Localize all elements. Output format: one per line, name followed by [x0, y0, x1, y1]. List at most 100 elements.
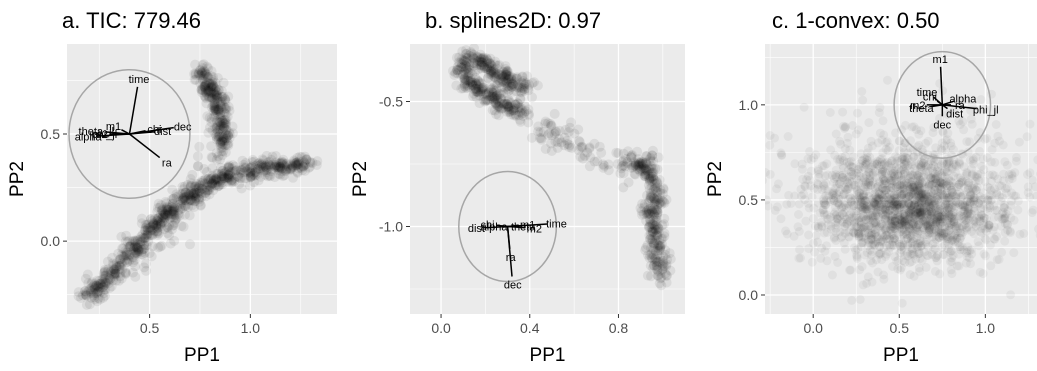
data-point [909, 217, 919, 227]
data-point [898, 209, 908, 219]
data-point [839, 169, 848, 179]
data-point [136, 213, 147, 224]
data-point [469, 44, 479, 54]
data-point [886, 194, 896, 204]
data-point [906, 189, 916, 199]
data-point [959, 245, 969, 255]
data-point [267, 151, 278, 162]
data-point [878, 116, 888, 126]
data-point [227, 128, 238, 139]
data-point [865, 174, 875, 184]
data-point [281, 164, 292, 175]
data-point [896, 195, 905, 204]
data-point [810, 247, 819, 257]
data-point [815, 208, 825, 218]
data-point [891, 221, 901, 231]
data-point [839, 238, 849, 248]
data-point [653, 266, 664, 277]
data-point [979, 213, 989, 223]
data-point [833, 214, 843, 224]
data-point [487, 105, 498, 116]
data-point [496, 82, 507, 93]
data-point [640, 169, 651, 180]
data-point [290, 158, 301, 169]
data-point [1019, 229, 1029, 238]
data-point [159, 217, 170, 228]
data-point [90, 287, 101, 298]
data-point [829, 193, 839, 203]
data-point [836, 184, 846, 194]
data-point [851, 245, 861, 255]
data-point [477, 57, 488, 68]
data-point [622, 158, 633, 169]
data-point [173, 205, 184, 216]
data-point [221, 104, 231, 115]
data-point [819, 181, 829, 191]
data-point [456, 69, 466, 80]
data-point [215, 101, 226, 112]
data-point [885, 205, 895, 215]
data-point [655, 185, 666, 195]
data-point [235, 172, 246, 183]
data-point [465, 67, 476, 78]
data-point [153, 217, 164, 228]
data-point [982, 214, 991, 224]
data-point [813, 237, 822, 247]
data-point [202, 111, 213, 122]
data-point [887, 216, 897, 225]
data-point [905, 212, 915, 222]
data-point [93, 286, 104, 297]
data-point [918, 191, 928, 201]
data-point [190, 189, 201, 200]
data-point [844, 157, 854, 167]
data-point [929, 213, 939, 223]
data-point [562, 139, 573, 149]
data-point [85, 286, 96, 297]
data-point [900, 167, 910, 177]
data-point [491, 71, 502, 81]
data-point [660, 249, 671, 260]
data-point [218, 133, 229, 144]
data-point [907, 230, 917, 240]
data-point [638, 165, 649, 176]
data-point [490, 99, 501, 110]
data-point [467, 80, 478, 91]
data-point [954, 180, 964, 190]
data-point [517, 108, 528, 119]
data-point [987, 176, 997, 186]
data-point [90, 280, 101, 291]
data-point [648, 185, 659, 195]
data-point [906, 177, 916, 187]
data-point [863, 202, 873, 212]
data-point [882, 234, 892, 244]
data-point [661, 277, 672, 288]
data-point [897, 174, 907, 184]
data-point [110, 269, 121, 280]
data-point [877, 169, 887, 179]
data-point [943, 218, 953, 228]
data-point [898, 143, 908, 152]
data-point [206, 173, 217, 184]
data-point [947, 187, 957, 197]
data-point [139, 262, 150, 273]
data-point [221, 103, 232, 113]
data-point [946, 185, 956, 195]
data-point [914, 212, 924, 222]
data-point [941, 136, 951, 146]
data-point [873, 196, 883, 206]
data-point [875, 241, 885, 251]
data-point [642, 205, 653, 216]
data-point [112, 261, 122, 272]
data-point [215, 97, 226, 107]
data-point [858, 95, 868, 105]
data-point [879, 159, 889, 169]
data-point [961, 215, 971, 225]
data-point [863, 156, 873, 165]
data-point [224, 127, 235, 138]
data-point [897, 219, 907, 229]
data-point [474, 55, 485, 66]
data-point [642, 166, 653, 177]
data-point [898, 152, 908, 162]
data-point [646, 271, 656, 282]
data-point [804, 230, 814, 240]
